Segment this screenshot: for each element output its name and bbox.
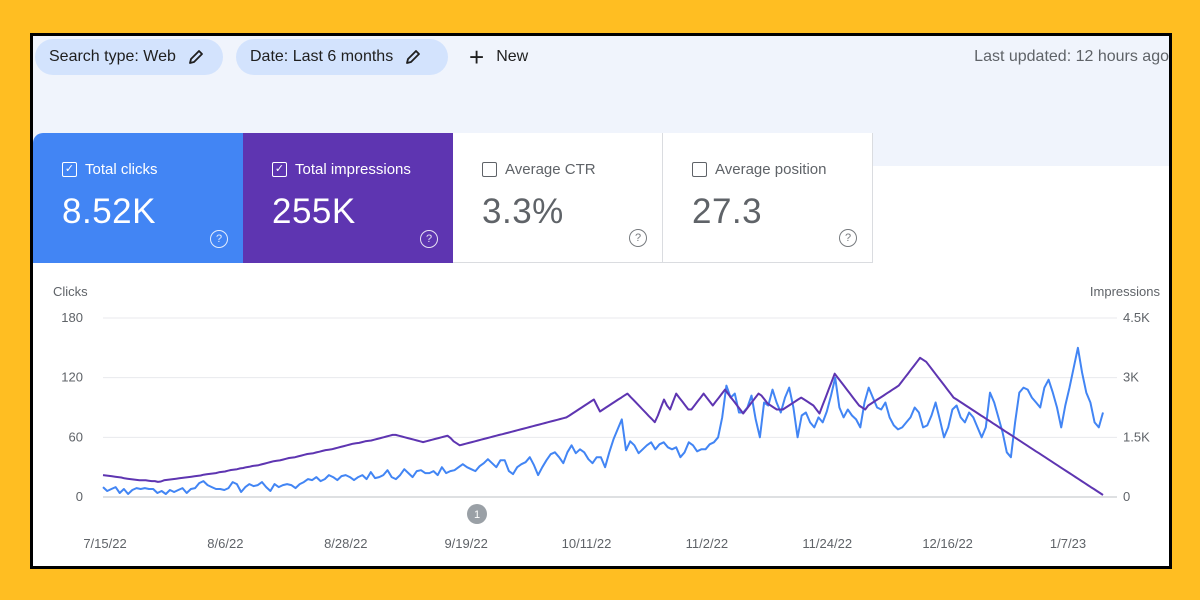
checkbox-unchecked-icon[interactable] — [482, 162, 497, 177]
average-position-card[interactable]: Average position 27.3 ? — [663, 133, 873, 263]
last-updated-text: Last updated: 12 hours ago — [974, 48, 1169, 65]
x-tick-label: 9/19/22 — [444, 536, 487, 551]
performance-line-chart: Clicks Impressions 180 4.5K 120 3K 60 1.5K 0 0 7/1… — [53, 284, 1161, 551]
edit-pencil-icon — [405, 49, 421, 65]
average-position-value: 27.3 — [692, 192, 763, 231]
search-console-performance-panel: Search type: Web Date: Last 6 months + N… — [30, 33, 1172, 569]
right-axis-title: Impressions — [1090, 284, 1161, 299]
total-clicks-value: 8.52K — [62, 192, 156, 231]
x-tick-label: 8/28/22 — [324, 536, 367, 551]
new-filter-label: New — [496, 48, 529, 65]
total-clicks-label: Total clicks — [85, 161, 158, 178]
date-filter-label: Date: Last 6 months — [250, 48, 394, 65]
impressions-series-line — [102, 356, 1104, 496]
annotation-marker — [467, 504, 487, 524]
total-impressions-card[interactable]: ✓ Total impressions 255K ? — [243, 133, 453, 263]
metric-cards: ✓ Total clicks 8.52K ? ✓ Total impressions… — [33, 133, 1169, 263]
left-tick-label: 60 — [69, 429, 83, 444]
left-tick-label: 0 — [76, 489, 83, 504]
new-filter-button[interactable]: + New — [469, 39, 528, 75]
search-type-filter-chip[interactable]: Search type: Web — [35, 39, 223, 75]
checkbox-checked-icon[interactable]: ✓ — [62, 162, 77, 177]
annotation-marker-label: 1 — [474, 509, 480, 521]
left-tick-label: 120 — [61, 370, 83, 385]
date-filter-chip[interactable]: Date: Last 6 months — [236, 39, 448, 75]
help-icon[interactable]: ? — [420, 230, 438, 248]
checkbox-checked-icon[interactable]: ✓ — [272, 162, 287, 177]
left-tick-label: 180 — [61, 310, 83, 325]
help-icon[interactable]: ? — [629, 229, 647, 247]
checkbox-unchecked-icon[interactable] — [692, 162, 707, 177]
right-tick-label: 1.5K — [1123, 429, 1150, 444]
x-tick-label: 10/11/22 — [562, 536, 612, 551]
total-clicks-card[interactable]: ✓ Total clicks 8.52K ? — [33, 133, 243, 263]
left-axis-title: Clicks — [53, 284, 88, 299]
plus-icon: + — [469, 42, 485, 72]
right-tick-label: 4.5K — [1123, 310, 1150, 325]
average-ctr-value: 3.3% — [482, 192, 564, 231]
average-position-label: Average position — [715, 161, 827, 178]
help-icon[interactable]: ? — [210, 230, 228, 248]
right-tick-label: 3K — [1123, 370, 1139, 385]
average-ctr-label: Average CTR — [505, 161, 596, 178]
x-tick-label: 7/15/22 — [83, 536, 126, 551]
total-impressions-label: Total impressions — [295, 161, 411, 178]
x-tick-label: 11/24/22 — [802, 536, 852, 551]
x-tick-label: 1/7/23 — [1050, 536, 1086, 551]
average-ctr-card[interactable]: Average CTR 3.3% ? — [453, 133, 663, 263]
search-type-filter-label: Search type: Web — [49, 48, 176, 65]
help-icon[interactable]: ? — [839, 229, 857, 247]
total-impressions-value: 255K — [272, 192, 356, 231]
edit-pencil-icon — [188, 49, 204, 65]
clicks-series-line — [102, 346, 1104, 495]
right-tick-label: 0 — [1123, 489, 1130, 504]
x-tick-label: 11/2/22 — [686, 536, 728, 551]
x-tick-label: 8/6/22 — [207, 536, 243, 551]
x-tick-label: 12/16/22 — [922, 536, 973, 551]
